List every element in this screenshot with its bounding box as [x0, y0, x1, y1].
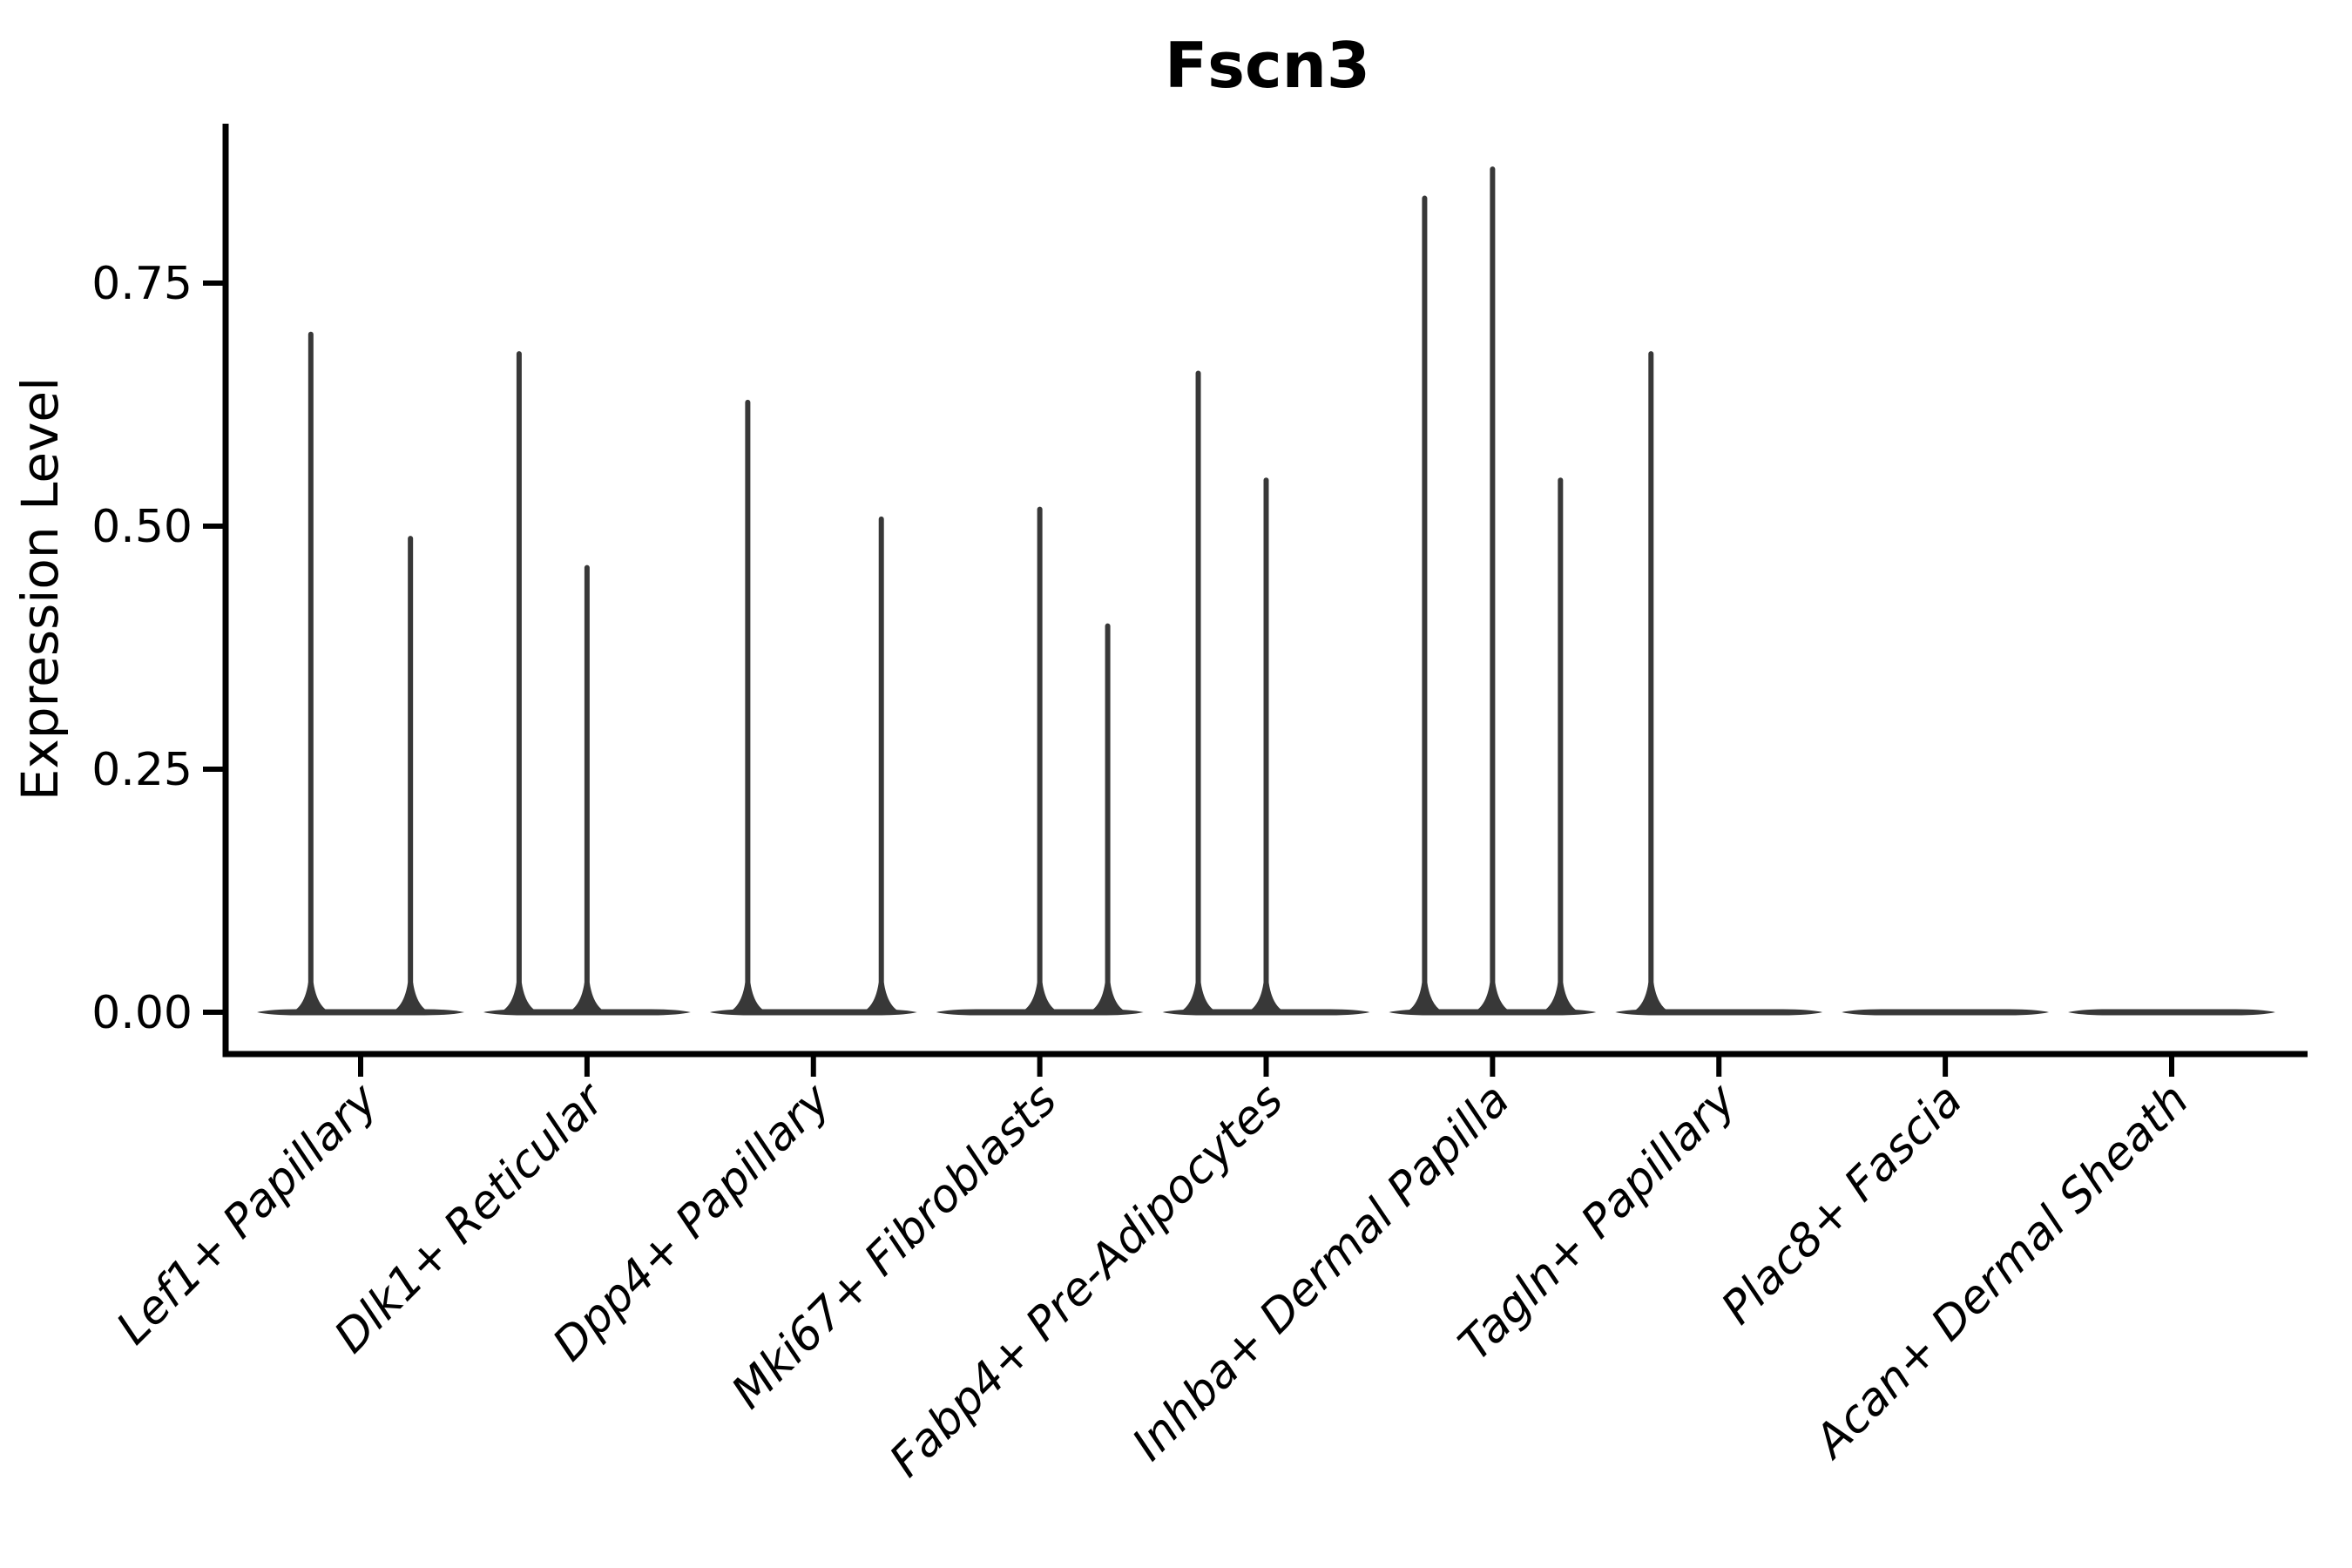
violin-spike-flare	[1020, 983, 1059, 1012]
violin-spike-flare	[1473, 983, 1512, 1012]
violin-spike-flare	[1088, 983, 1127, 1012]
violin-baseline	[257, 1009, 464, 1016]
violin-spike-flare	[1179, 983, 1218, 1012]
chart-title: Fscn3	[1165, 29, 1370, 102]
y-tick-label: 0.75	[91, 258, 193, 310]
violin-spike-flare	[1247, 983, 1286, 1012]
violin-spike-flare	[291, 983, 330, 1012]
violin-spike-flare	[1405, 983, 1444, 1012]
violin-spike-flare	[1541, 983, 1580, 1012]
violin-baseline	[2068, 1009, 2275, 1016]
violin-spike-flare	[391, 983, 430, 1012]
y-tick-label: 0.50	[91, 501, 193, 553]
violin-spike-flare	[567, 983, 606, 1012]
violin-spike-flare	[1632, 983, 1671, 1012]
y-axis-label: Expression Level	[10, 377, 70, 801]
violin-spike-flare	[862, 983, 901, 1012]
violin-spike-flare	[728, 983, 767, 1012]
y-tick-label: 0.00	[91, 987, 193, 1039]
violin-baseline	[1842, 1009, 2050, 1016]
violin-spike-flare	[499, 983, 538, 1012]
y-tick-label: 0.25	[91, 744, 193, 796]
